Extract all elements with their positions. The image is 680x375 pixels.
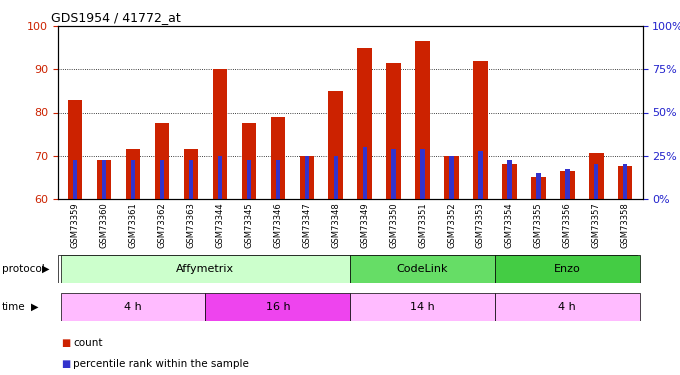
Bar bbox=[61, 255, 350, 283]
Text: 14 h: 14 h bbox=[410, 302, 435, 312]
Bar bbox=[334, 156, 338, 199]
Bar bbox=[68, 100, 82, 199]
Text: ▶: ▶ bbox=[31, 302, 39, 312]
Text: GDS1954 / 41772_at: GDS1954 / 41772_at bbox=[51, 11, 181, 24]
Bar bbox=[218, 156, 222, 199]
Bar bbox=[358, 48, 372, 199]
Text: GSM73357: GSM73357 bbox=[592, 202, 600, 248]
Bar bbox=[594, 164, 598, 199]
Text: ▶: ▶ bbox=[42, 264, 50, 274]
Text: count: count bbox=[73, 338, 103, 348]
Text: CodeLink: CodeLink bbox=[397, 264, 448, 274]
Text: GSM73356: GSM73356 bbox=[563, 202, 572, 248]
Bar bbox=[392, 149, 396, 199]
Bar bbox=[184, 149, 198, 199]
Bar bbox=[247, 160, 251, 199]
Bar bbox=[420, 149, 425, 199]
Bar bbox=[271, 117, 285, 199]
Text: GSM73363: GSM73363 bbox=[186, 202, 195, 248]
Text: Affymetrix: Affymetrix bbox=[176, 264, 235, 274]
Bar bbox=[328, 91, 343, 199]
Bar bbox=[444, 156, 459, 199]
Bar bbox=[473, 61, 488, 199]
Text: Enzo: Enzo bbox=[554, 264, 581, 274]
Bar bbox=[241, 123, 256, 199]
Text: GSM73346: GSM73346 bbox=[273, 202, 282, 248]
Text: GSM73350: GSM73350 bbox=[389, 202, 398, 248]
Text: 16 h: 16 h bbox=[265, 302, 290, 312]
Text: GSM73351: GSM73351 bbox=[418, 202, 427, 248]
Bar bbox=[507, 160, 511, 199]
Bar bbox=[495, 292, 640, 321]
Bar bbox=[623, 164, 628, 199]
Bar bbox=[618, 166, 632, 199]
Bar bbox=[131, 160, 135, 199]
Text: GSM73360: GSM73360 bbox=[100, 202, 109, 248]
Bar bbox=[299, 156, 314, 199]
Bar bbox=[537, 173, 541, 199]
Text: ■: ■ bbox=[61, 338, 71, 348]
Bar bbox=[350, 255, 495, 283]
Bar bbox=[531, 177, 545, 199]
Bar bbox=[415, 41, 430, 199]
Text: protocol: protocol bbox=[2, 264, 45, 274]
Text: GSM73352: GSM73352 bbox=[447, 202, 456, 248]
Bar bbox=[449, 156, 454, 199]
Text: GSM73358: GSM73358 bbox=[621, 202, 630, 248]
Bar bbox=[350, 292, 495, 321]
Bar bbox=[478, 151, 483, 199]
Bar bbox=[495, 255, 640, 283]
Text: GSM73355: GSM73355 bbox=[534, 202, 543, 248]
Text: GSM73349: GSM73349 bbox=[360, 202, 369, 248]
Bar bbox=[155, 123, 169, 199]
Text: GSM73344: GSM73344 bbox=[216, 202, 224, 248]
Text: ■: ■ bbox=[61, 359, 71, 369]
Text: GSM73347: GSM73347 bbox=[303, 202, 311, 248]
Bar bbox=[126, 149, 140, 199]
Bar bbox=[213, 69, 227, 199]
Text: GSM73345: GSM73345 bbox=[244, 202, 254, 248]
Text: GSM73361: GSM73361 bbox=[129, 202, 137, 248]
Bar bbox=[73, 160, 78, 199]
Bar bbox=[589, 153, 604, 199]
Bar bbox=[503, 164, 517, 199]
Text: GSM73362: GSM73362 bbox=[158, 202, 167, 248]
Text: 4 h: 4 h bbox=[558, 302, 576, 312]
Bar bbox=[362, 147, 367, 199]
Bar bbox=[97, 160, 112, 199]
Text: GSM73354: GSM73354 bbox=[505, 202, 514, 248]
Bar bbox=[102, 160, 106, 199]
Bar bbox=[275, 160, 280, 199]
Text: GSM73348: GSM73348 bbox=[331, 202, 340, 248]
Bar bbox=[160, 160, 164, 199]
Bar bbox=[205, 292, 350, 321]
Bar bbox=[560, 171, 575, 199]
Text: GSM73353: GSM73353 bbox=[476, 202, 485, 248]
Text: GSM73359: GSM73359 bbox=[71, 202, 80, 248]
Bar bbox=[61, 292, 205, 321]
Bar bbox=[189, 160, 193, 199]
Text: percentile rank within the sample: percentile rank within the sample bbox=[73, 359, 250, 369]
Text: time: time bbox=[2, 302, 26, 312]
Bar bbox=[386, 63, 401, 199]
Bar bbox=[305, 156, 309, 199]
Bar bbox=[565, 169, 570, 199]
Text: 4 h: 4 h bbox=[124, 302, 142, 312]
